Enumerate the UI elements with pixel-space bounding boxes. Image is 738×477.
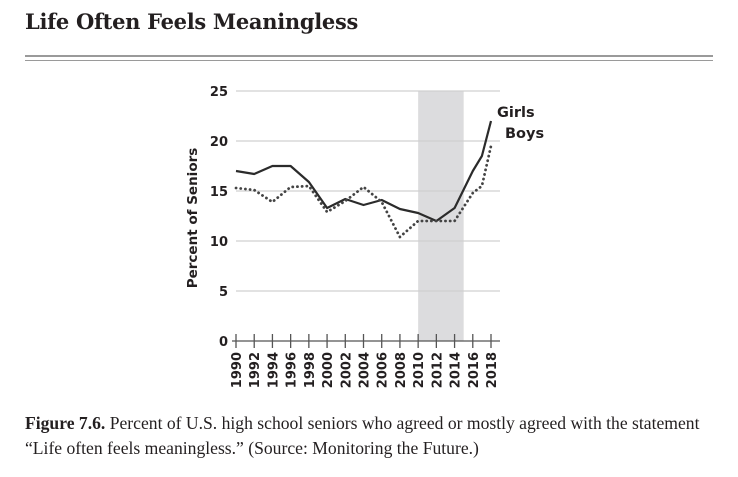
- x-tick-label: 1996: [285, 352, 300, 388]
- y-tick-label: 25: [210, 85, 228, 100]
- y-tick-label: 15: [210, 185, 228, 200]
- series-label-girls: Girls: [497, 105, 535, 121]
- x-tick-label: 2002: [339, 352, 354, 388]
- x-tick-label: 2010: [412, 352, 427, 388]
- x-tick-label: 1990: [230, 352, 245, 388]
- x-tick-label: 2000: [321, 352, 336, 388]
- line-chart: 0 5 10 15 20 25 1990 1992 1994 1996 1998 2000 2002 20…: [185, 85, 544, 388]
- x-tick-label: 1994: [266, 352, 281, 388]
- series-line-girls: [235, 120, 493, 223]
- y-tick-label: 10: [210, 235, 228, 250]
- x-tick-label: 2012: [430, 352, 445, 388]
- y-tick-label: 5: [219, 285, 228, 300]
- x-tick-label: 2016: [467, 352, 482, 388]
- y-tick-label: 0: [219, 335, 228, 350]
- y-tick-label: 20: [210, 135, 228, 150]
- figure-caption: Figure 7.6. Percent of U.S. high school …: [25, 411, 725, 461]
- caption-label: Figure 7.6.: [25, 413, 106, 433]
- title-rule-top: [25, 55, 713, 57]
- series-line-boys: [234, 144, 493, 239]
- figure-title: Life Often Feels Meaningless: [25, 9, 359, 34]
- x-tick-label: 2014: [449, 352, 464, 388]
- x-tick-label: 1998: [303, 352, 318, 388]
- x-tick-label: 2018: [485, 352, 500, 388]
- x-tick-label: 2006: [376, 352, 391, 388]
- x-tick-label: 1992: [248, 352, 263, 388]
- y-axis-label: Percent of Seniors: [185, 148, 201, 289]
- x-tick-label: 2008: [394, 352, 409, 388]
- caption-text: Percent of U.S. high school seniors who …: [25, 413, 700, 458]
- title-rule-bottom: [25, 60, 713, 61]
- series-label-boys: Boys: [505, 126, 544, 142]
- x-tick-label: 2004: [358, 352, 373, 388]
